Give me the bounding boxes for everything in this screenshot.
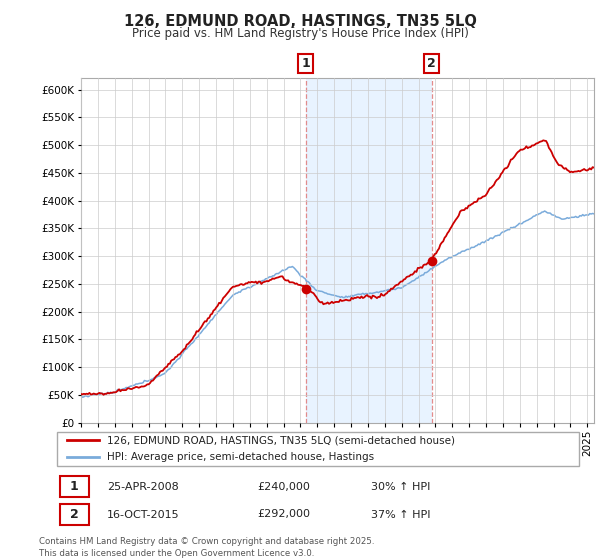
Text: Contains HM Land Registry data © Crown copyright and database right 2025.
This d: Contains HM Land Registry data © Crown c… bbox=[39, 537, 374, 558]
Text: £292,000: £292,000 bbox=[257, 510, 310, 520]
Text: 16-OCT-2015: 16-OCT-2015 bbox=[107, 510, 179, 520]
FancyBboxPatch shape bbox=[60, 476, 89, 497]
FancyBboxPatch shape bbox=[56, 432, 580, 466]
Text: Price paid vs. HM Land Registry's House Price Index (HPI): Price paid vs. HM Land Registry's House … bbox=[131, 27, 469, 40]
Text: 2: 2 bbox=[427, 57, 436, 70]
Text: 37% ↑ HPI: 37% ↑ HPI bbox=[371, 510, 430, 520]
Text: £240,000: £240,000 bbox=[257, 482, 310, 492]
Bar bbox=[306, 78, 432, 423]
Text: 126, EDMUND ROAD, HASTINGS, TN35 5LQ (semi-detached house): 126, EDMUND ROAD, HASTINGS, TN35 5LQ (se… bbox=[107, 435, 455, 445]
Text: 25-APR-2008: 25-APR-2008 bbox=[107, 482, 179, 492]
Text: 1: 1 bbox=[301, 57, 310, 70]
Text: 126, EDMUND ROAD, HASTINGS, TN35 5LQ: 126, EDMUND ROAD, HASTINGS, TN35 5LQ bbox=[124, 14, 476, 29]
Text: 2: 2 bbox=[70, 508, 79, 521]
Text: 1: 1 bbox=[70, 480, 79, 493]
Text: HPI: Average price, semi-detached house, Hastings: HPI: Average price, semi-detached house,… bbox=[107, 452, 374, 463]
Text: 30% ↑ HPI: 30% ↑ HPI bbox=[371, 482, 430, 492]
FancyBboxPatch shape bbox=[60, 504, 89, 525]
